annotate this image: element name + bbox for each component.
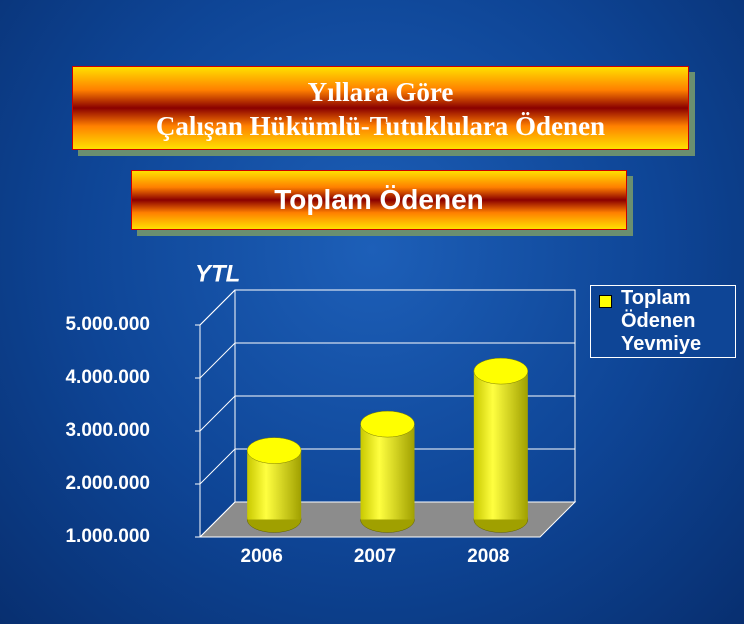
grid-line xyxy=(199,448,236,485)
x-tick-label: 2008 xyxy=(467,546,509,567)
legend-label: Toplam Ödenen Yevmiye xyxy=(621,287,702,355)
legend: Toplam Ödenen Yevmiye xyxy=(590,285,736,358)
bar xyxy=(473,371,528,520)
legend-swatch xyxy=(599,295,612,308)
grid-line xyxy=(199,289,236,326)
y-tick-label: 2.000.000 xyxy=(65,473,150,494)
y-axis-label: YTL xyxy=(195,260,240,287)
title-line: Çalışan Hükümlü-Tutuklulara Ödenen xyxy=(155,111,606,141)
x-tick-label: 2006 xyxy=(241,546,283,567)
grid-line xyxy=(199,342,236,379)
title-line: Yıllara Göre xyxy=(307,77,454,107)
y-tick-label: 5.000.000 xyxy=(65,314,150,335)
bar-top xyxy=(360,410,415,438)
bar-top xyxy=(473,357,529,385)
y-tick-label: 3.000.000 xyxy=(65,420,150,441)
x-tick-label: 2007 xyxy=(354,546,396,567)
y-tick-label: 4.000.000 xyxy=(65,367,150,388)
bar-top xyxy=(246,437,302,464)
title-box: Yıllara Göre Çalışan Hükümlü-Tutuklulara… xyxy=(72,66,689,150)
grid-line xyxy=(199,501,236,538)
bar xyxy=(360,424,415,520)
grid-line xyxy=(199,395,236,432)
subtitle-box: Toplam Ödenen xyxy=(131,170,627,230)
y-tick-label: 1.000.000 xyxy=(65,526,150,547)
